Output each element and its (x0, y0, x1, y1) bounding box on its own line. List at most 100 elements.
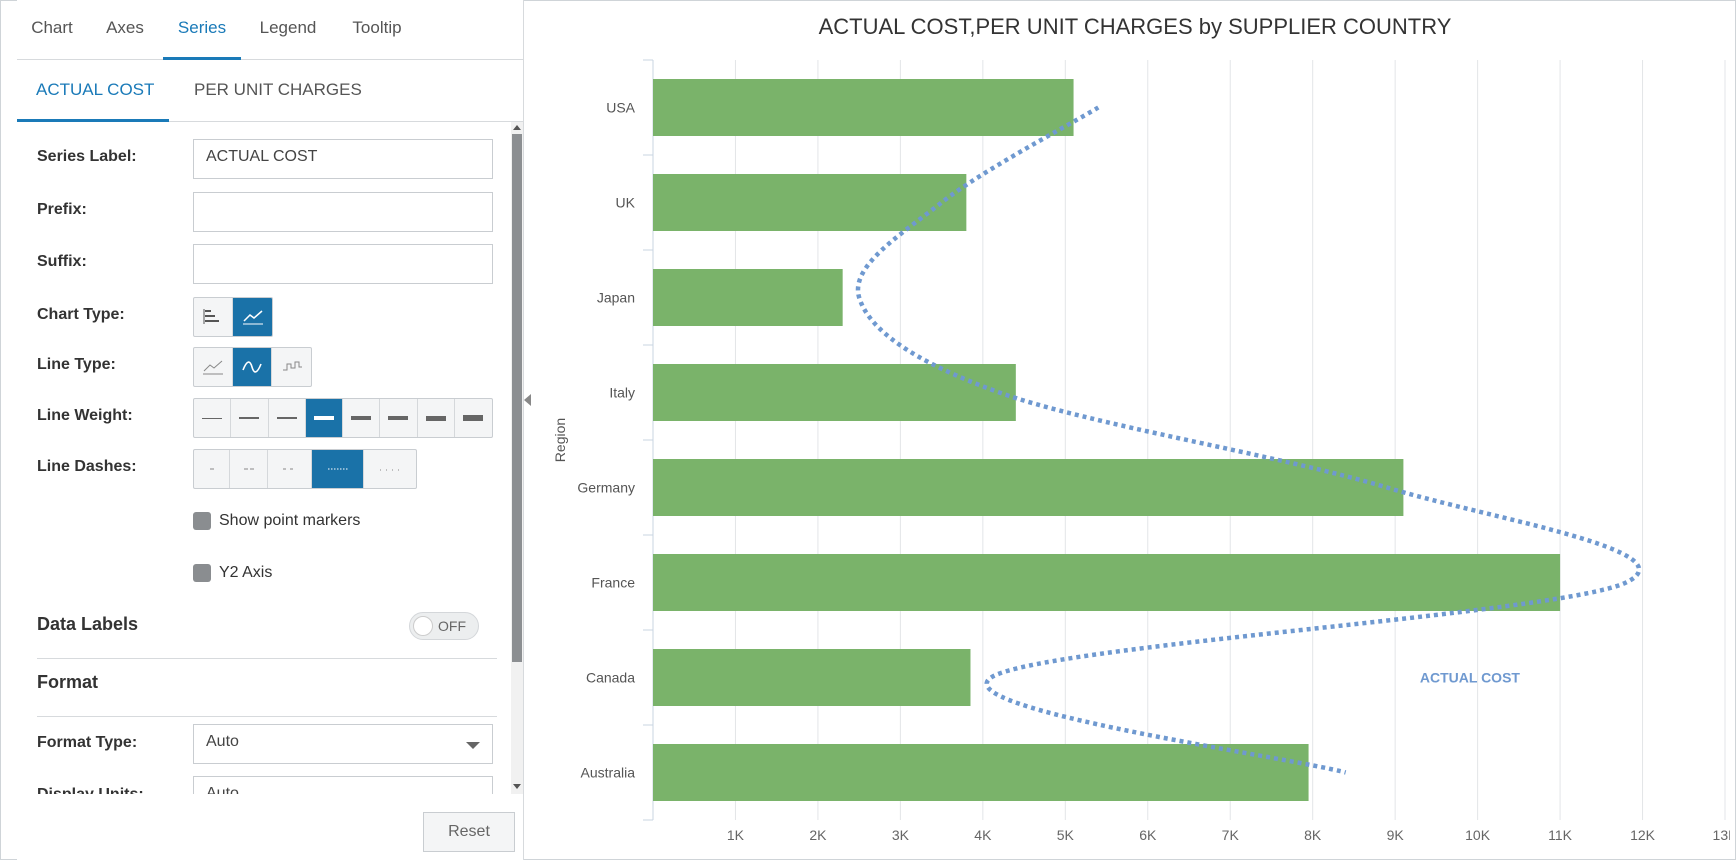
show-point-markers-label: Show point markers (219, 512, 361, 529)
category-label: Canada (586, 670, 635, 686)
tab-legend[interactable]: Legend (259, 18, 317, 37)
bar-japan (653, 269, 843, 326)
bar-canada (653, 649, 971, 706)
dash-5-icon (380, 469, 400, 471)
chart-type-group (193, 297, 273, 337)
line-chart-type-button[interactable] (233, 298, 272, 336)
x-tick-label: 11K (1548, 827, 1573, 843)
dash-style-1-button[interactable] (194, 450, 230, 488)
x-tick-label: 13K (1713, 827, 1730, 843)
line-dashes-label: Line Dashes: (37, 458, 137, 475)
dash-style-5-button[interactable] (364, 450, 416, 488)
line-weight-8-button[interactable] (455, 399, 492, 437)
bar-chart-type-button[interactable] (194, 298, 233, 336)
weight-8-icon (463, 415, 484, 421)
prefix-label: Prefix: (37, 201, 87, 218)
bar-uk (653, 174, 967, 231)
weight-5-icon (351, 416, 372, 420)
dash-style-4-button[interactable] (312, 450, 364, 488)
line-dashes-group (193, 449, 417, 489)
dash-4-icon (327, 468, 348, 470)
x-tick-label: 3K (892, 827, 910, 843)
bar-italy (653, 364, 1016, 421)
dash-2-icon (243, 468, 254, 470)
category-label: UK (616, 195, 636, 211)
x-tick-label: 6K (1139, 827, 1157, 843)
category-label: France (591, 575, 635, 591)
category-label: Italy (609, 385, 635, 401)
line-weight-7-button[interactable] (418, 399, 455, 437)
bar-australia (653, 744, 1309, 801)
collapse-panel-icon[interactable] (524, 394, 531, 406)
line-weight-3-button[interactable] (269, 399, 306, 437)
curved-line-icon (242, 361, 262, 373)
y-axis-title: Region (552, 418, 568, 462)
line-weight-group (193, 398, 493, 438)
straight-line-icon (203, 360, 223, 375)
curved-line-button[interactable] (233, 348, 272, 386)
bar-usa (653, 79, 1074, 136)
line-weight-1-button[interactable] (194, 399, 232, 437)
stepped-line-button[interactable] (272, 348, 311, 386)
format-type-select[interactable]: Auto (193, 724, 493, 764)
tab-axes[interactable]: Axes (106, 18, 144, 37)
suffix-input[interactable] (193, 244, 493, 284)
series-label: ACTUAL COST (1420, 670, 1521, 686)
prefix-input[interactable] (193, 192, 493, 232)
scroll-thumb[interactable] (512, 134, 522, 662)
line-weight-5-button[interactable] (343, 399, 381, 437)
data-labels-toggle[interactable]: OFF (409, 612, 479, 640)
x-tick-label: 7K (1222, 827, 1240, 843)
x-tick-label: 1K (727, 827, 745, 843)
y2-axis-label: Y2 Axis (219, 564, 273, 581)
weight-2-icon (239, 417, 260, 419)
dash-style-2-button[interactable] (230, 450, 268, 488)
scroll-down-icon[interactable] (513, 784, 521, 789)
x-tick-label: 9K (1387, 827, 1405, 843)
tab-chart[interactable]: Chart (31, 18, 73, 37)
dash-1-icon (209, 468, 214, 470)
chart-type-label: Chart Type: (37, 306, 125, 323)
x-tick-label: 8K (1304, 827, 1322, 843)
display-units-label: Display Units: (37, 786, 144, 794)
format-type-label: Format Type: (37, 734, 138, 751)
bar-france (653, 554, 1561, 611)
reset-button[interactable]: Reset (423, 812, 515, 852)
series-label-input[interactable]: ACTUAL COST (193, 139, 493, 179)
category-label: Japan (597, 290, 635, 306)
display-units-select[interactable]: Auto (193, 776, 493, 794)
line-type-group (193, 347, 312, 387)
y2-axis-checkbox[interactable]: Y2 Axis (193, 564, 272, 582)
dash-3-icon (282, 468, 297, 470)
series-tabs: ACTUAL COST PER UNIT CHARGES (17, 60, 524, 122)
x-tick-label: 4K (974, 827, 992, 843)
line-weight-2-button[interactable] (231, 399, 269, 437)
weight-3-icon (276, 417, 297, 419)
tab-series[interactable]: Series (163, 0, 241, 60)
chart-plot: 1K 2K 3K 4K 5K 6K 7K 8K 9K 10K 11K 12K 13K Region USA U… (552, 59, 1730, 843)
weight-4-icon (313, 416, 334, 420)
line-weight-4-button[interactable] (305, 399, 343, 437)
weight-7-icon (425, 415, 446, 421)
category-label: Australia (581, 765, 636, 781)
show-point-markers-checkbox[interactable]: Show point markers (193, 512, 360, 530)
line-type-label: Line Type: (37, 356, 116, 373)
series-tab-per-unit-charges[interactable]: PER UNIT CHARGES (194, 80, 362, 99)
series-settings-panel: Chart Axes Series Legend Tooltip ACTUAL … (17, 0, 524, 860)
bar-chart-icon (203, 309, 219, 324)
line-weight-6-button[interactable] (380, 399, 418, 437)
straight-line-button[interactable] (194, 348, 233, 386)
scroll-up-icon[interactable] (513, 125, 521, 130)
x-tick-label: 2K (809, 827, 827, 843)
x-tick-label: 12K (1630, 827, 1656, 843)
series-tab-actual-cost[interactable]: ACTUAL COST (17, 60, 169, 122)
chevron-down-icon (466, 742, 480, 749)
tab-tooltip[interactable]: Tooltip (352, 18, 402, 37)
line-chart-icon (242, 310, 263, 325)
weight-6-icon (388, 416, 409, 420)
form-scrollbar[interactable] (511, 122, 523, 794)
display-units-value: Auto (206, 785, 239, 794)
actual-cost-line (855, 105, 1642, 775)
toggle-state-label: OFF (438, 618, 466, 634)
dash-style-3-button[interactable] (268, 450, 312, 488)
